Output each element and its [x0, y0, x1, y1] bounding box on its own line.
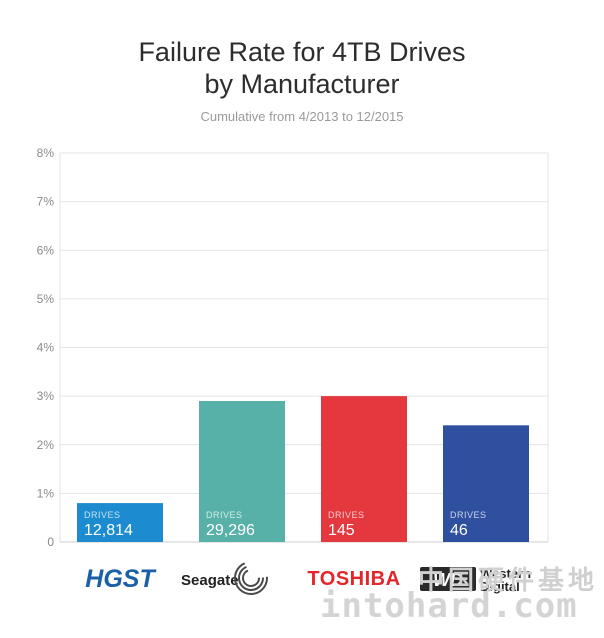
y-tick-label: 6%: [37, 243, 55, 257]
bar-drive-count: 12,814: [84, 522, 133, 539]
y-tick-label: 4%: [37, 341, 55, 355]
y-tick-label: 7%: [37, 195, 55, 209]
bar-drives-label: DRIVES: [450, 510, 487, 520]
bar-drive-count: 145: [328, 522, 355, 539]
bar-seagate: [199, 400, 285, 542]
chart-title-line2: by Manufacturer: [204, 69, 400, 99]
chart-title: Failure Rate for 4TB Drives by Manufactu…: [0, 36, 604, 100]
bar-western-digital: [443, 425, 529, 542]
bar-drives-label: DRIVES: [328, 510, 365, 520]
chart-subtitle: Cumulative from 4/2013 to 12/2015: [200, 109, 404, 124]
hgst-logo: HGST: [85, 565, 157, 593]
bar-drives-label: DRIVES: [84, 510, 121, 520]
y-tick-label: 3%: [37, 389, 55, 403]
wd-logo-line2: Digital: [480, 579, 520, 594]
y-tick-label: 8%: [37, 146, 55, 160]
seagate-swirl-icon: [242, 569, 260, 587]
seagate-swirl-icon: [234, 561, 268, 595]
bar-toshiba: [321, 396, 407, 542]
y-tick-label: 5%: [37, 292, 55, 306]
y-tick-label: 2%: [37, 438, 55, 452]
bar-drives-label: DRIVES: [206, 510, 243, 520]
bar-drive-count: 29,296: [206, 522, 255, 539]
bar-drive-count: 46: [450, 522, 468, 539]
wd-badge-icon: [420, 567, 476, 591]
y-tick-label: 0: [47, 535, 54, 549]
seagate-swirl-icon: [238, 565, 264, 591]
y-tick-label: 1%: [37, 486, 55, 500]
seagate-logo: Seagate: [181, 572, 239, 589]
watermark-domain: intohard.com: [320, 586, 578, 626]
wd-logo-line1: Western: [480, 566, 531, 581]
wd-badge-text: WD: [433, 570, 463, 590]
watermark-chinese: 中国硬件基地: [418, 565, 599, 595]
chart-title-line1: Failure Rate for 4TB Drives: [138, 37, 466, 67]
bar-hgst: [77, 503, 163, 542]
toshiba-logo: TOSHIBA: [307, 568, 400, 590]
